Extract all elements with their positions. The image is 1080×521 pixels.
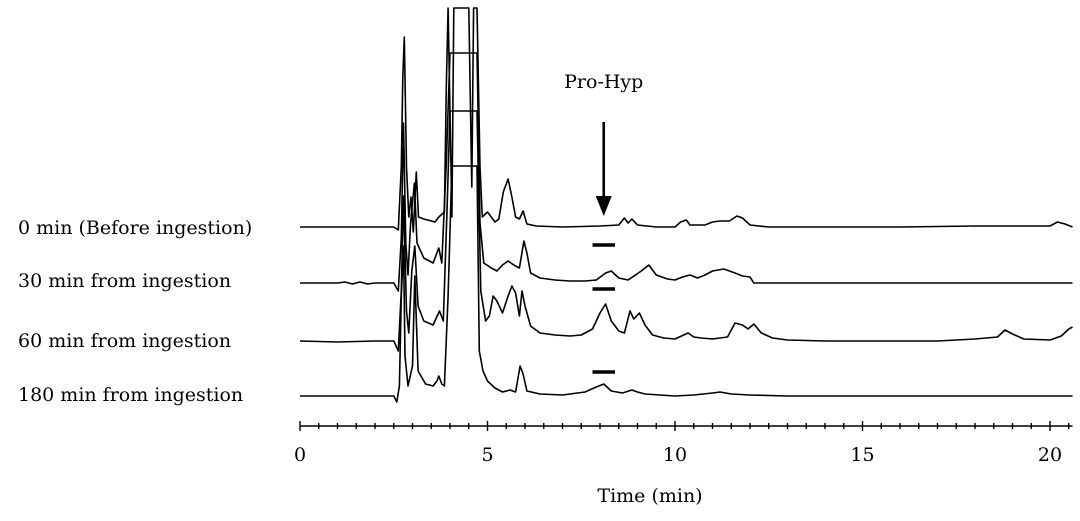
x-axis-label: Time (min) [597,485,702,507]
x-tick-label: 10 [663,444,687,466]
x-tick-label: 0 [294,444,306,466]
x-tick-label: 5 [481,444,493,466]
trace-series-0 [300,7,1073,233]
series-label-0: 0 min (Before ingestion) [18,217,252,239]
series-label-2: 60 min from ingestion [18,330,231,352]
peak-bars [592,243,615,374]
series-label-1: 30 min from ingestion [18,270,231,292]
series-label-3: 180 min from ingestion [18,384,243,406]
series-labels: 0 min (Before ingestion) 30 min from inge… [18,217,252,406]
trace-series-1 [300,52,1073,292]
x-tick-label: 20 [1038,444,1062,466]
chromatogram-traces [299,7,1073,403]
x-axis-ticks: 0 5 10 15 20 [294,421,1070,466]
trace-series-2 [299,110,1073,352]
annotation-arrow-icon [595,122,612,216]
arrow-head [595,196,612,216]
x-tick-label: 15 [850,444,874,466]
x-axis: 0 5 10 15 20 [294,421,1073,466]
pro-hyp-annotation: Pro-Hyp [564,71,643,93]
trace-series-3 [300,165,1073,403]
